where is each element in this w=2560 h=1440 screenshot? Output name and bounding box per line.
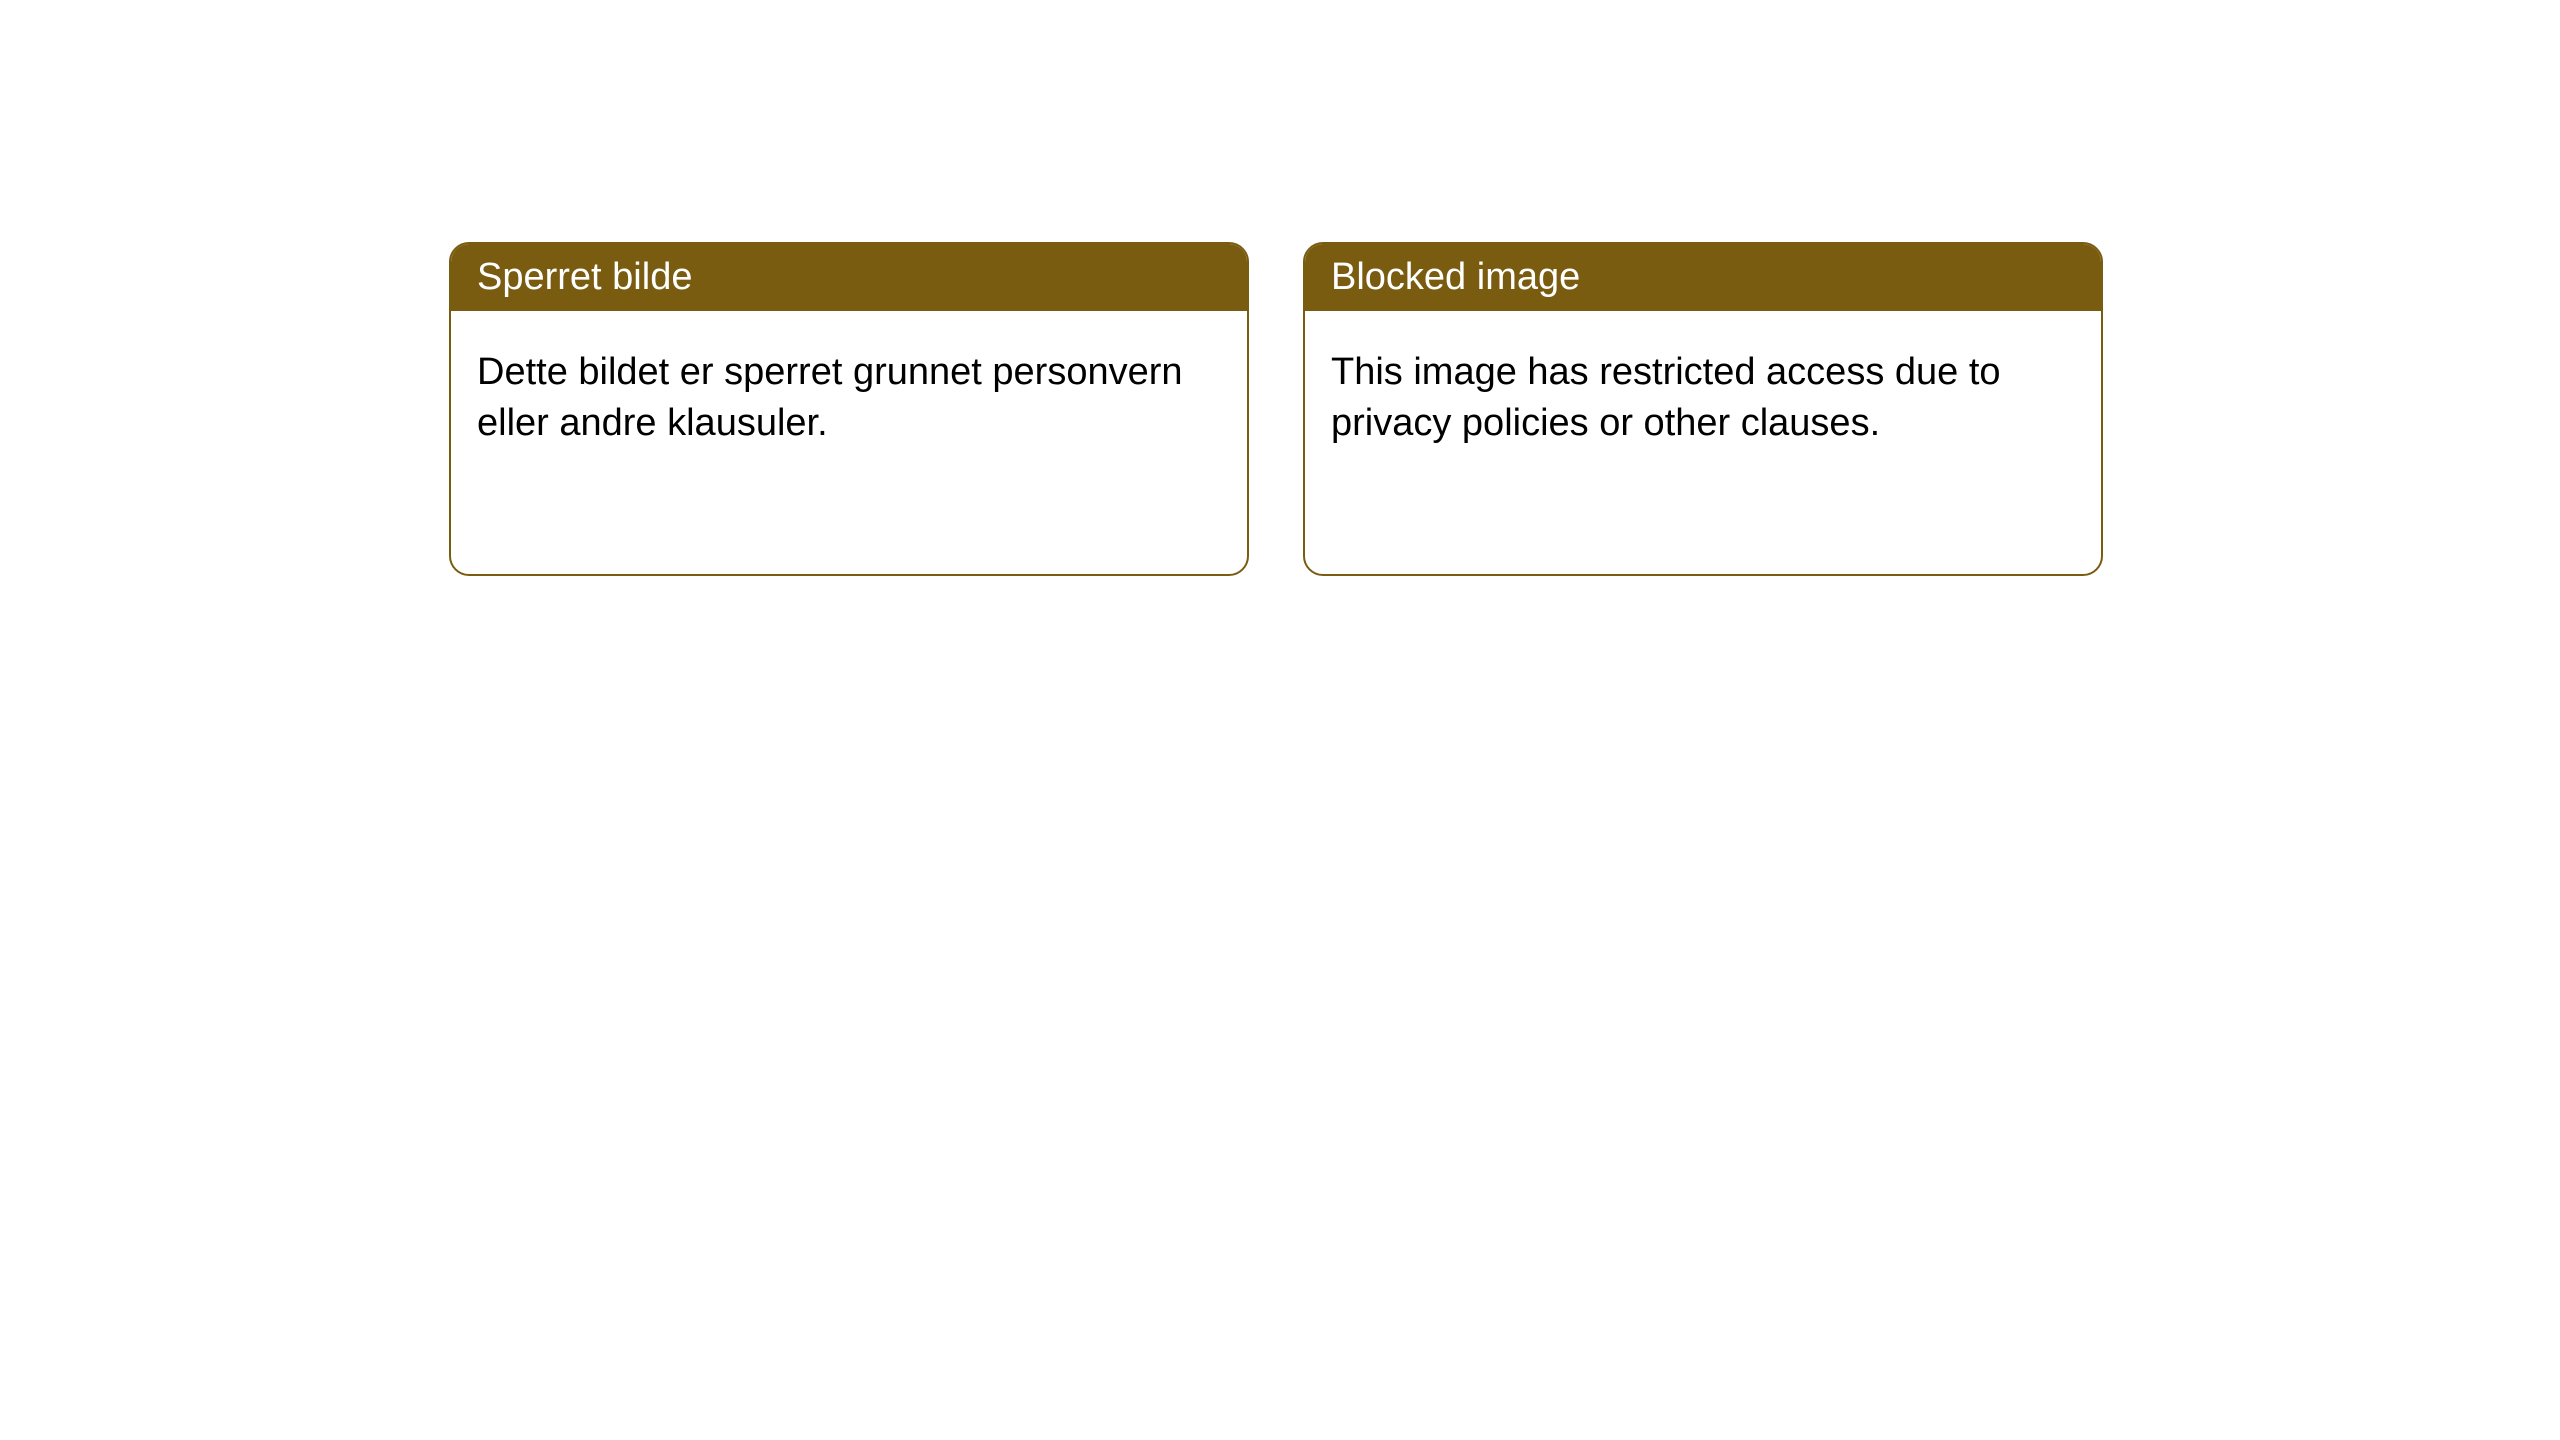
card-body-text: Dette bildet er sperret grunnet personve… [477,351,1183,444]
card-header: Blocked image [1305,244,2101,311]
notice-container: Sperret bilde Dette bildet er sperret gr… [449,242,2103,576]
card-body: This image has restricted access due to … [1305,311,2101,486]
notice-card-english: Blocked image This image has restricted … [1303,242,2103,576]
card-body-text: This image has restricted access due to … [1331,351,2001,444]
notice-card-norwegian: Sperret bilde Dette bildet er sperret gr… [449,242,1249,576]
card-header: Sperret bilde [451,244,1247,311]
card-body: Dette bildet er sperret grunnet personve… [451,311,1247,486]
card-title: Blocked image [1331,256,1580,298]
card-title: Sperret bilde [477,256,692,298]
